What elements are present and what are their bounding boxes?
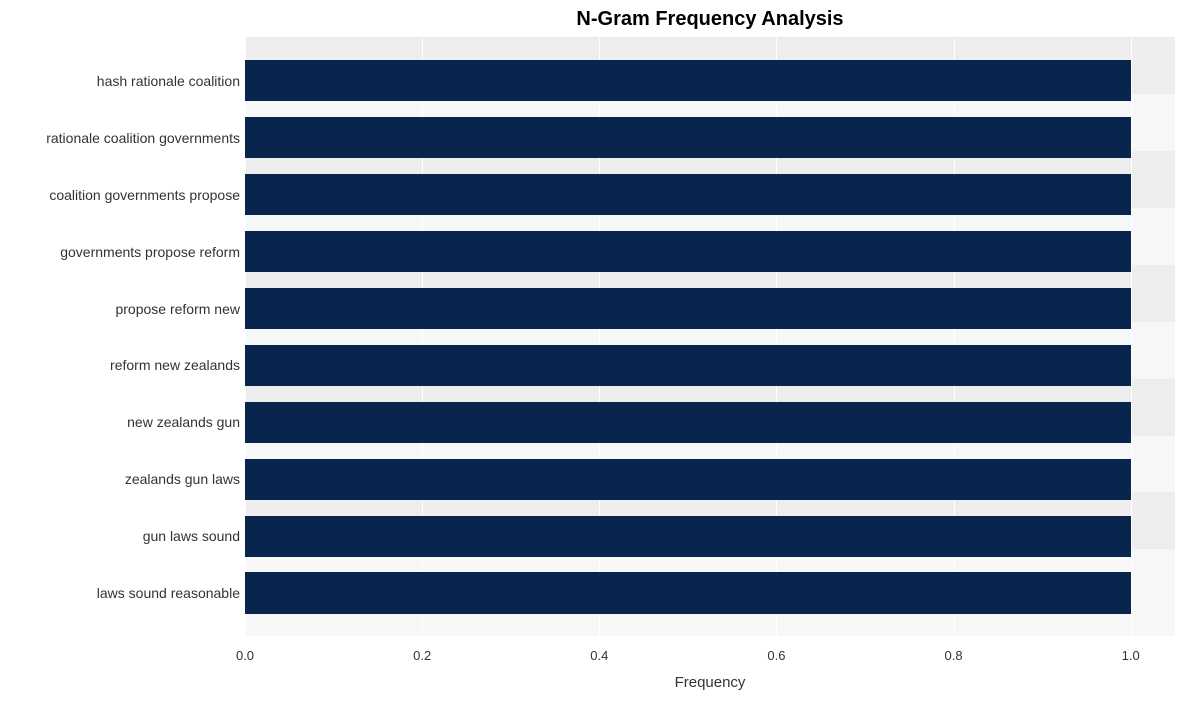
- y-tick-label: laws sound reasonable: [97, 585, 240, 601]
- y-axis-labels: hash rationale coalition rationale coalit…: [0, 38, 240, 636]
- frequency-bar: [245, 459, 1131, 501]
- x-tick-label: 0.0: [236, 648, 254, 663]
- x-tick-label: 0.2: [413, 648, 431, 663]
- y-tick-label: governments propose reform: [60, 244, 240, 260]
- y-tick-label: zealands gun laws: [125, 471, 240, 487]
- y-tick-label: propose reform new: [115, 301, 240, 317]
- x-tick-label: 0.8: [945, 648, 963, 663]
- frequency-bar: [245, 231, 1131, 273]
- y-tick-label: hash rationale coalition: [97, 73, 240, 89]
- chart-title: N-Gram Frequency Analysis: [245, 8, 1175, 31]
- x-tick-label: 0.4: [590, 648, 608, 663]
- plot-area: [245, 38, 1175, 636]
- x-tick-label: 0.6: [767, 648, 785, 663]
- frequency-bar: [245, 402, 1131, 444]
- frequency-bar: [245, 572, 1131, 614]
- x-tick-label: 1.0: [1122, 648, 1140, 663]
- y-tick-label: rationale coalition governments: [46, 130, 240, 146]
- y-tick-label: new zealands gun: [127, 414, 240, 430]
- frequency-bar: [245, 117, 1131, 159]
- frequency-bar: [245, 288, 1131, 330]
- x-axis-ticks: 0.00.20.40.60.81.0: [245, 636, 1175, 676]
- frequency-bar: [245, 60, 1131, 102]
- x-axis-label: Frequency: [245, 674, 1175, 691]
- frequency-bar: [245, 174, 1131, 216]
- grid-vertical-line: [1131, 38, 1132, 636]
- frequency-bar: [245, 516, 1131, 558]
- frequency-bar: [245, 345, 1131, 387]
- ngram-frequency-chart: N-Gram Frequency Analysis hash rationale…: [0, 0, 1185, 701]
- y-tick-label: reform new zealands: [110, 357, 240, 373]
- y-tick-label: gun laws sound: [143, 528, 240, 544]
- y-tick-label: coalition governments propose: [49, 187, 240, 203]
